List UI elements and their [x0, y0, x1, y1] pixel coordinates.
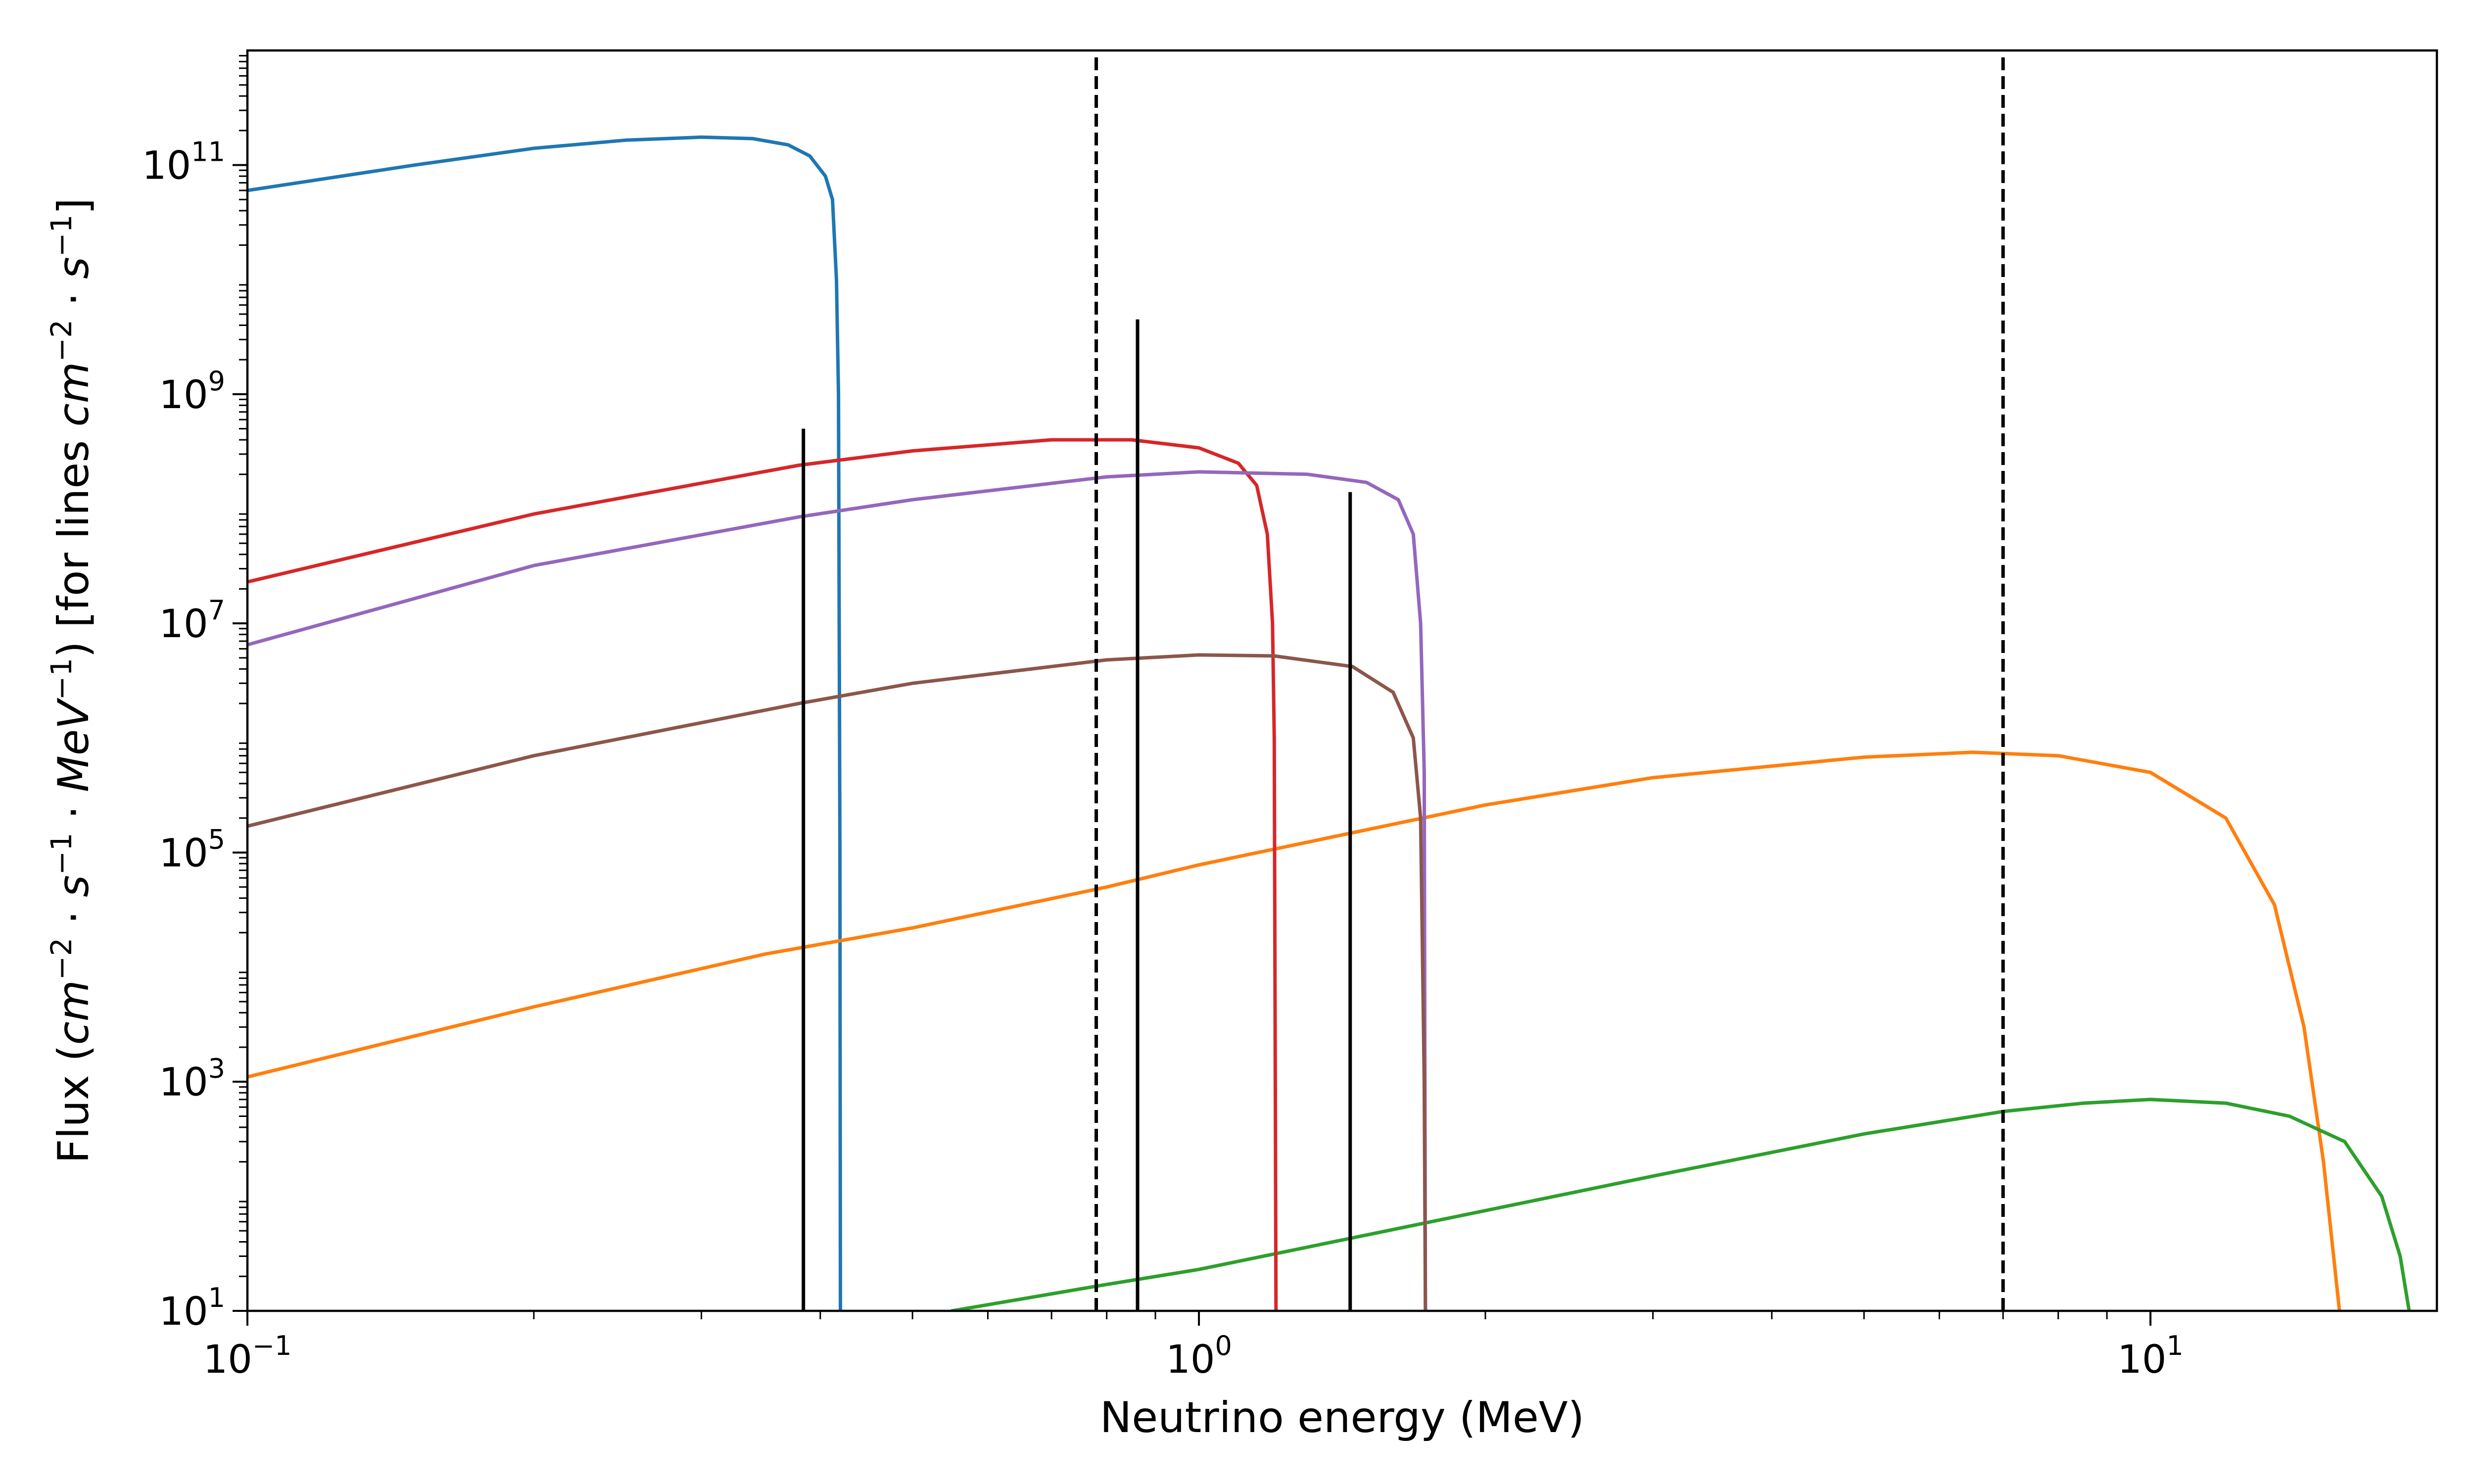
axes-frame: [246, 49, 2438, 1312]
plot-area: [247, 50, 2411, 1311]
series-line-4: [247, 438, 1278, 1311]
series-line-2: [247, 750, 2341, 1311]
x-axis-label: Neutrino energy (MeV): [1100, 1393, 1584, 1442]
y-tick-label: 1011: [142, 137, 225, 188]
y-tick-label: 105: [159, 824, 225, 876]
y-tick-label: 107: [159, 595, 225, 647]
series-line-1: [247, 135, 842, 1311]
series-line-3: [950, 1098, 2411, 1311]
series-layer: [247, 135, 2411, 1311]
series-line-6: [247, 653, 1427, 1311]
x-tick-label: 10−1: [203, 1330, 292, 1382]
ticks-layer: 10−1 100 101 101 103 105 107 109 1011: [142, 55, 2184, 1382]
y-tick-label: 109: [159, 366, 225, 417]
x-tick-label: 101: [2117, 1330, 2184, 1382]
y-tick-label: 103: [159, 1053, 225, 1105]
spectral-lines-layer: [802, 50, 2005, 1311]
series-line-5: [247, 470, 1427, 1311]
x-tick-label: 100: [1166, 1330, 1232, 1382]
y-axis-label: Flux (cm−2 · s−1 · MeV−1) [for lines cm−…: [45, 198, 98, 1163]
y-tick-label: 101: [159, 1282, 225, 1334]
